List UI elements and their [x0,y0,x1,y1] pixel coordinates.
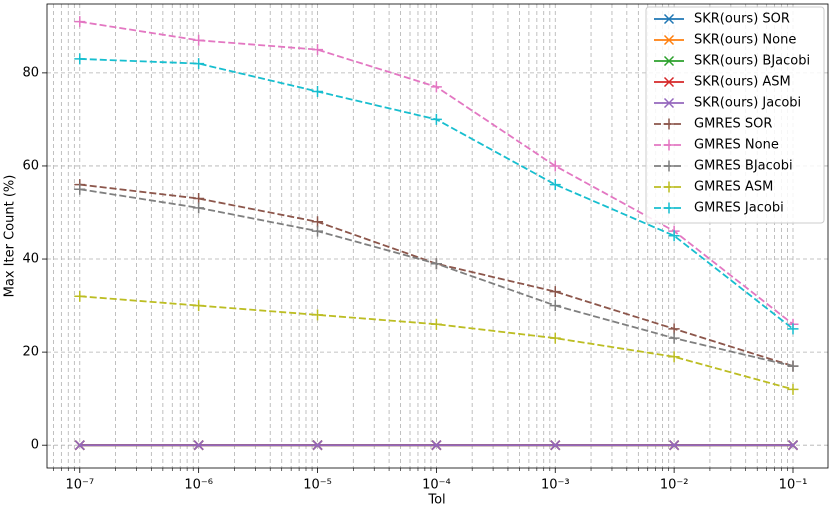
plot-frame [46,3,829,469]
legend-label: GMRES Jacobi [694,201,784,216]
y-tick-label: 0 [31,438,39,453]
legend-label: GMRES None [694,138,779,153]
marker [663,76,675,88]
marker [431,440,442,451]
x-tick-label: 10⁻¹ [779,478,808,493]
marker [430,318,442,330]
marker [193,300,205,312]
marker [549,300,561,312]
marker [312,85,324,97]
legend-label: GMRES BJacobi [694,159,793,174]
marker [668,323,680,335]
marker [312,225,324,237]
legend-label: SKR(ours) BJacobi [694,54,810,69]
marker [550,440,561,451]
marker [549,286,561,298]
marker [193,193,205,205]
marker [663,34,675,46]
marker [430,81,442,93]
legend-label: SKR(ours) SOR [694,12,790,27]
marker [74,16,86,28]
marker [663,160,675,172]
y-axis-label: Max Iter Count (%) [3,175,18,298]
marker [787,360,799,372]
marker [312,44,324,56]
marker [787,383,799,395]
x-tick-label: 10⁻⁴ [422,478,451,493]
marker [787,323,799,335]
marker [74,183,86,195]
marker [430,258,442,270]
marker [312,440,323,451]
marker [663,97,675,109]
marker [549,179,561,191]
y-tick-label: 80 [22,65,39,80]
legend-label: GMRES SOR [694,117,772,132]
marker [668,351,680,363]
marker [193,202,205,214]
marker [430,113,442,125]
marker [74,290,86,302]
marker [787,440,799,451]
x-axis-label: Tol [427,493,445,508]
marker [312,309,324,321]
legend-label: SKR(ours) Jacobi [694,96,801,111]
x-tick-label: 10⁻² [660,478,689,493]
y-tick-label: 20 [22,345,39,360]
marker [663,202,675,214]
marker [193,58,205,70]
x-tick-label: 10⁻⁶ [184,478,213,493]
legend-label: SKR(ours) ASM [694,75,791,90]
marker [663,13,675,25]
x-tick-label: 10⁻³ [541,478,570,493]
marker [312,216,324,228]
legend-label: SKR(ours) None [694,33,796,48]
marker [668,230,680,242]
marker [549,332,561,344]
y-tick-label: 60 [22,158,39,173]
legend: SKR(ours) SOR SKR(ours) None SKR(ours) BJa… [645,6,825,224]
marker [663,139,675,151]
y-tick-label: 40 [22,252,39,267]
marker [663,181,675,193]
marker [663,55,675,67]
marker [74,440,85,451]
x-tick-label: 10⁻⁷ [65,478,94,493]
legend-box [645,6,825,224]
marker [549,160,561,172]
marker [668,332,680,344]
legend-label: GMRES ASM [694,180,773,195]
marker [74,53,86,65]
marker [193,440,204,451]
marker [663,118,675,130]
marker [193,34,205,46]
x-tick-label: 10⁻⁵ [303,478,332,493]
marker [669,440,680,451]
